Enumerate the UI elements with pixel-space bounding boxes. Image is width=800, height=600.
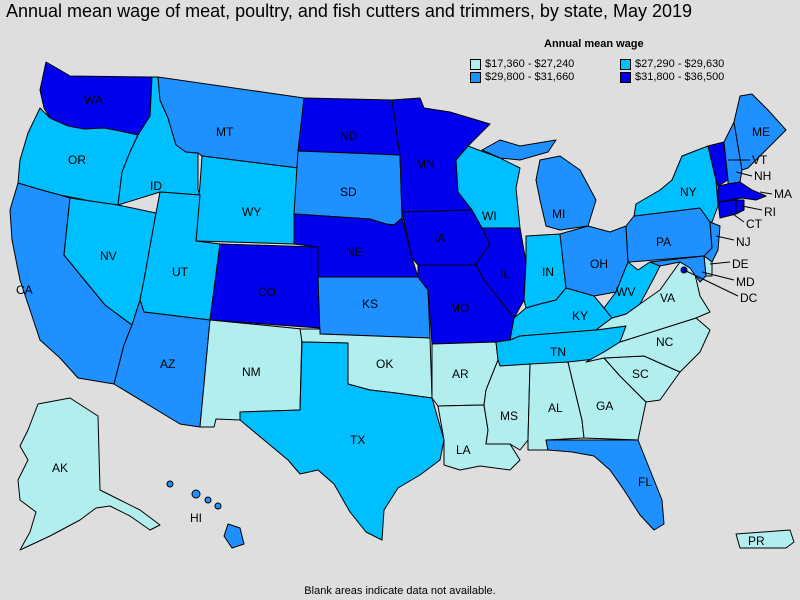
- state-ak[interactable]: [17, 397, 161, 551]
- label-va: VA: [660, 291, 675, 305]
- label-mo: MO: [450, 301, 469, 315]
- label-co: CO: [258, 285, 276, 299]
- label-wy: WY: [242, 205, 261, 219]
- label-fl: FL: [638, 475, 652, 489]
- state-ma[interactable]: [717, 181, 767, 203]
- label-ct: CT: [746, 217, 763, 231]
- label-hi: HI: [190, 511, 202, 525]
- legend-item-4: $31,800 - $36,500: [620, 71, 760, 83]
- label-ga: GA: [596, 399, 613, 413]
- state-ks[interactable]: [317, 276, 431, 339]
- legend-title: Annual mean wage: [544, 38, 644, 50]
- state-pr[interactable]: [735, 529, 795, 549]
- label-mi: MI: [552, 207, 565, 221]
- label-ut: UT: [172, 265, 189, 279]
- legend-item-1: $17,360 - $27,240: [470, 58, 620, 70]
- legend-swatch-3: [470, 71, 481, 83]
- legend-swatch-1: [470, 58, 481, 70]
- label-wv: WV: [616, 285, 635, 299]
- map-title: Annual mean wage of meat, poultry, and f…: [6, 1, 693, 21]
- label-ks: KS: [362, 297, 378, 311]
- label-me: ME: [752, 125, 770, 139]
- state-me[interactable]: [733, 93, 787, 171]
- label-nd: ND: [340, 129, 358, 143]
- state-mi[interactable]: [535, 155, 597, 231]
- label-tn: TN: [550, 345, 566, 359]
- label-ms: MS: [500, 409, 518, 423]
- state-wi[interactable]: [455, 145, 521, 229]
- state-ny[interactable]: [633, 145, 719, 223]
- label-mn: MN: [416, 157, 435, 171]
- label-leaders: [683, 159, 773, 297]
- label-dc: DC: [740, 291, 758, 305]
- label-mt: MT: [216, 125, 234, 139]
- label-in: IN: [542, 265, 554, 279]
- label-al: AL: [548, 401, 563, 415]
- state-mi-upper[interactable]: [481, 139, 557, 161]
- label-nm: NM: [242, 365, 261, 379]
- legend-swatch-4: [620, 71, 631, 83]
- state-hi[interactable]: [166, 480, 245, 549]
- label-id: ID: [150, 179, 162, 193]
- label-md: MD: [736, 275, 755, 289]
- state-nd[interactable]: [297, 97, 401, 156]
- label-or: OR: [68, 153, 86, 167]
- label-tx: TX: [350, 433, 365, 447]
- label-nc: NC: [656, 335, 674, 349]
- legend-label-2: $27,290 - $29,630: [635, 58, 725, 70]
- state-tx[interactable]: [239, 341, 445, 541]
- legend-label-4: $31,800 - $36,500: [635, 71, 725, 83]
- label-wa: WA: [84, 93, 103, 107]
- label-ny: NY: [680, 185, 697, 199]
- label-il: IL: [500, 267, 510, 281]
- state-ri[interactable]: [735, 199, 745, 215]
- label-pa: PA: [656, 235, 671, 249]
- legend-label-3: $29,800 - $31,660: [485, 71, 575, 83]
- label-ar: AR: [452, 367, 469, 381]
- label-ak: AK: [52, 461, 68, 475]
- state-ct[interactable]: [717, 199, 737, 219]
- state-fl[interactable]: [545, 439, 665, 531]
- label-nj: NJ: [736, 235, 751, 249]
- label-sd: SD: [340, 185, 357, 199]
- state-il[interactable]: [475, 227, 527, 319]
- label-de: DE: [732, 257, 749, 271]
- label-az: AZ: [160, 357, 175, 371]
- footnote: Blank areas indicate data not available.: [304, 585, 496, 597]
- legend: Annual mean wage $17,360 - $27,240 $27,2…: [470, 38, 724, 83]
- legend-label-1: $17,360 - $27,240: [485, 58, 575, 70]
- label-ma: MA: [774, 187, 792, 201]
- label-ia: IA: [434, 231, 445, 245]
- label-ky: KY: [572, 309, 588, 323]
- label-ca: CA: [16, 283, 33, 297]
- legend-item-3: $29,800 - $31,660: [470, 71, 620, 83]
- legend-swatch-2: [620, 58, 631, 70]
- label-la: LA: [456, 443, 471, 457]
- label-ri: RI: [764, 205, 776, 219]
- state-wy[interactable]: [195, 155, 299, 245]
- label-ok: OK: [376, 357, 393, 371]
- state-vt[interactable]: [707, 141, 729, 187]
- label-vt: VT: [752, 153, 768, 167]
- label-nv: NV: [100, 249, 117, 263]
- label-oh: OH: [590, 257, 608, 271]
- label-nh: NH: [754, 169, 771, 183]
- label-sc: SC: [632, 367, 649, 381]
- label-wi: WI: [482, 209, 497, 223]
- legend-item-2: $27,290 - $29,630: [620, 58, 760, 70]
- label-ne: NE: [346, 245, 363, 259]
- label-pr: PR: [748, 534, 765, 548]
